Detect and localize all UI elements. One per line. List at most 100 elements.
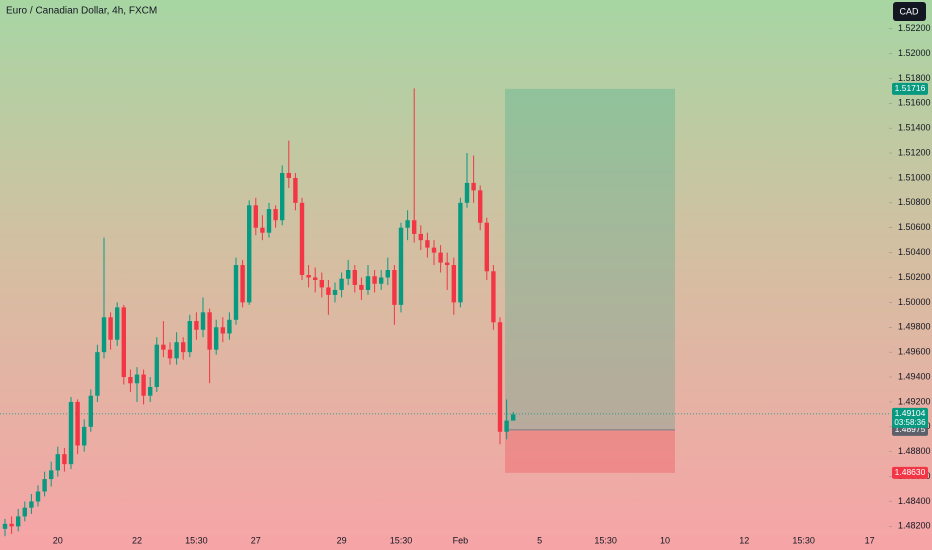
x-tick-label: 12	[739, 535, 749, 545]
candle-body	[68, 401, 74, 465]
candle-body	[220, 327, 225, 334]
y-tick-label: 1.49800	[898, 322, 931, 332]
candle-body	[101, 317, 107, 353]
y-tick-label: 1.50000	[898, 297, 931, 307]
y-tick-label: 1.49400	[898, 371, 931, 381]
candle-body	[82, 426, 87, 446]
x-tick-label: 5	[537, 535, 542, 545]
candle-body	[313, 277, 318, 280]
candle-body	[247, 205, 252, 303]
candle-body	[497, 322, 503, 432]
candle-body	[227, 319, 232, 334]
candle-body	[9, 523, 14, 527]
y-tick-label: 1.51600	[898, 98, 931, 108]
x-tick-label: 17	[865, 535, 875, 545]
y-tick-label: 1.49200	[898, 396, 931, 406]
y-tick-label: 1.48800	[898, 446, 931, 456]
candle-body	[207, 312, 212, 350]
candle-body	[418, 233, 423, 241]
y-tick-label: 1.50200	[898, 272, 931, 282]
candle-body	[464, 182, 470, 203]
candle-body	[458, 202, 463, 303]
y-tick-label: 1.51400	[898, 123, 931, 133]
candle-body	[491, 271, 496, 323]
currency-button[interactable]	[893, 2, 926, 21]
candle-body	[29, 501, 34, 508]
candle-body	[49, 470, 54, 480]
chart-title: Euro / Canadian Dollar, 4h, FXCM	[6, 6, 157, 17]
candle-body	[273, 209, 278, 221]
candle-body	[352, 270, 357, 285]
x-tick-label: 29	[337, 535, 347, 545]
currency-button-label[interactable]: CAD	[899, 6, 919, 16]
candle-body	[405, 220, 410, 228]
candle-body	[95, 352, 100, 396]
candle-body	[233, 265, 239, 320]
candle-body	[326, 287, 331, 295]
candle-body	[379, 277, 384, 284]
x-tick-label: 15:30	[792, 535, 815, 545]
y-tick-label: 1.50800	[898, 197, 931, 207]
candle-body	[484, 222, 489, 272]
candle-body	[141, 374, 146, 396]
y-tick-label: 1.51200	[898, 147, 931, 157]
candle-body	[121, 307, 126, 378]
stop-price-label-bg	[892, 466, 928, 479]
x-tick-label: 10	[660, 535, 670, 545]
candle-body	[128, 377, 133, 384]
candle-body	[372, 276, 377, 284]
candle-body	[412, 220, 417, 234]
y-tick-label: 1.48200	[898, 521, 931, 531]
x-tick-label: 22	[132, 535, 142, 545]
candle-body	[148, 386, 153, 396]
y-tick-label: 1.48400	[898, 496, 931, 506]
candle-body	[55, 454, 60, 471]
x-tick-label: 15:30	[390, 535, 413, 545]
candle-body	[471, 182, 476, 191]
y-tick-label: 1.52200	[898, 23, 931, 33]
y-tick-label: 1.51800	[898, 73, 931, 83]
x-tick-label: Feb	[453, 535, 469, 545]
current-price-label: 1.49104	[895, 408, 926, 418]
candle-body	[2, 523, 8, 529]
candle-body	[365, 276, 371, 290]
candle-body	[181, 342, 186, 353]
candle-body	[445, 262, 450, 266]
candle-body	[187, 321, 192, 353]
candle-body	[266, 209, 272, 233]
candle-body	[398, 227, 404, 305]
candle-body	[174, 342, 179, 359]
y-tick-label: 1.51000	[898, 172, 931, 182]
candle-body	[425, 240, 430, 248]
candle-body	[451, 265, 456, 303]
candle-body	[392, 270, 397, 305]
candle-body	[438, 252, 443, 263]
candle-body	[306, 275, 311, 278]
candle-body	[431, 247, 437, 253]
candle-body	[161, 344, 166, 350]
stop-price-label: 1.48630	[895, 467, 926, 477]
x-tick-label: 20	[53, 535, 63, 545]
candle-body	[253, 205, 258, 228]
candle-body	[35, 491, 41, 502]
candle-body	[22, 507, 27, 517]
candle-body	[62, 454, 67, 465]
profit-zone	[505, 88, 675, 430]
candle-body	[115, 307, 120, 340]
countdown-label: 03:58:36	[894, 418, 926, 427]
y-tick-label: 1.52000	[898, 48, 931, 58]
y-tick-label: 1.49600	[898, 347, 931, 357]
candle-body	[332, 289, 338, 295]
candle-body	[75, 401, 80, 446]
target-price-label: 1.51716	[895, 83, 926, 93]
candle-body	[88, 395, 93, 427]
candle-body	[511, 414, 516, 421]
candle-body	[293, 177, 298, 203]
candle-body	[339, 278, 344, 290]
candle-body	[214, 327, 219, 350]
candle-body	[167, 349, 173, 359]
candle-body	[42, 479, 47, 492]
x-tick-label: 15:30	[185, 535, 208, 545]
